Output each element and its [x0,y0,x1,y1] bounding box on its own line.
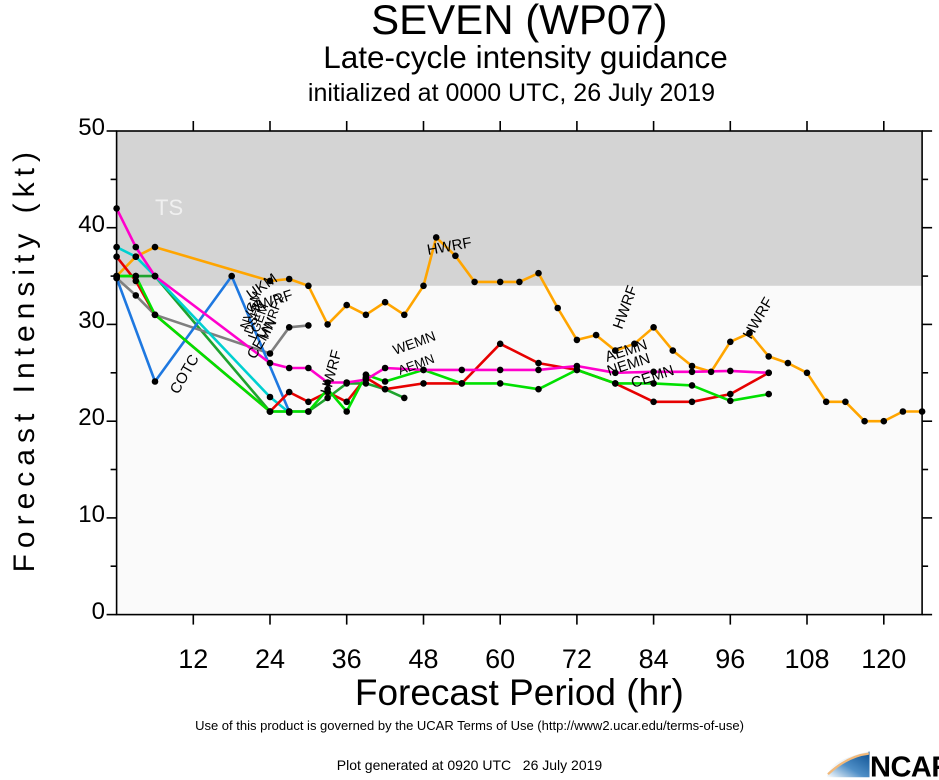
svg-text:HWRF: HWRF [426,234,473,259]
svg-text:TS: TS [155,195,183,220]
svg-text:HWRF2: HWRF2 [257,292,287,341]
svg-text:CEMN: CEMN [629,362,676,392]
svg-text:HWRF: HWRF [317,348,345,396]
svg-text:HWRF: HWRF [247,287,295,317]
svg-text:CEMN: CEMN [244,315,281,362]
svg-text:AEMN: AEMN [396,351,436,378]
svg-text:WEMN: WEMN [391,328,438,358]
svg-text:LGEM: LGEM [245,301,272,341]
svg-text:COTC: COTC [167,352,203,397]
svg-text:DSHP: DSHP [241,297,267,336]
svg-text:HWRF: HWRF [740,295,777,342]
svg-text:NVGM: NVGM [237,289,264,331]
svg-text:AEMN: AEMN [603,336,649,366]
svg-text:UKM: UKM [244,270,281,303]
svg-text:NEMN: NEMN [605,350,652,380]
svg-text:HWRF: HWRF [610,283,641,331]
